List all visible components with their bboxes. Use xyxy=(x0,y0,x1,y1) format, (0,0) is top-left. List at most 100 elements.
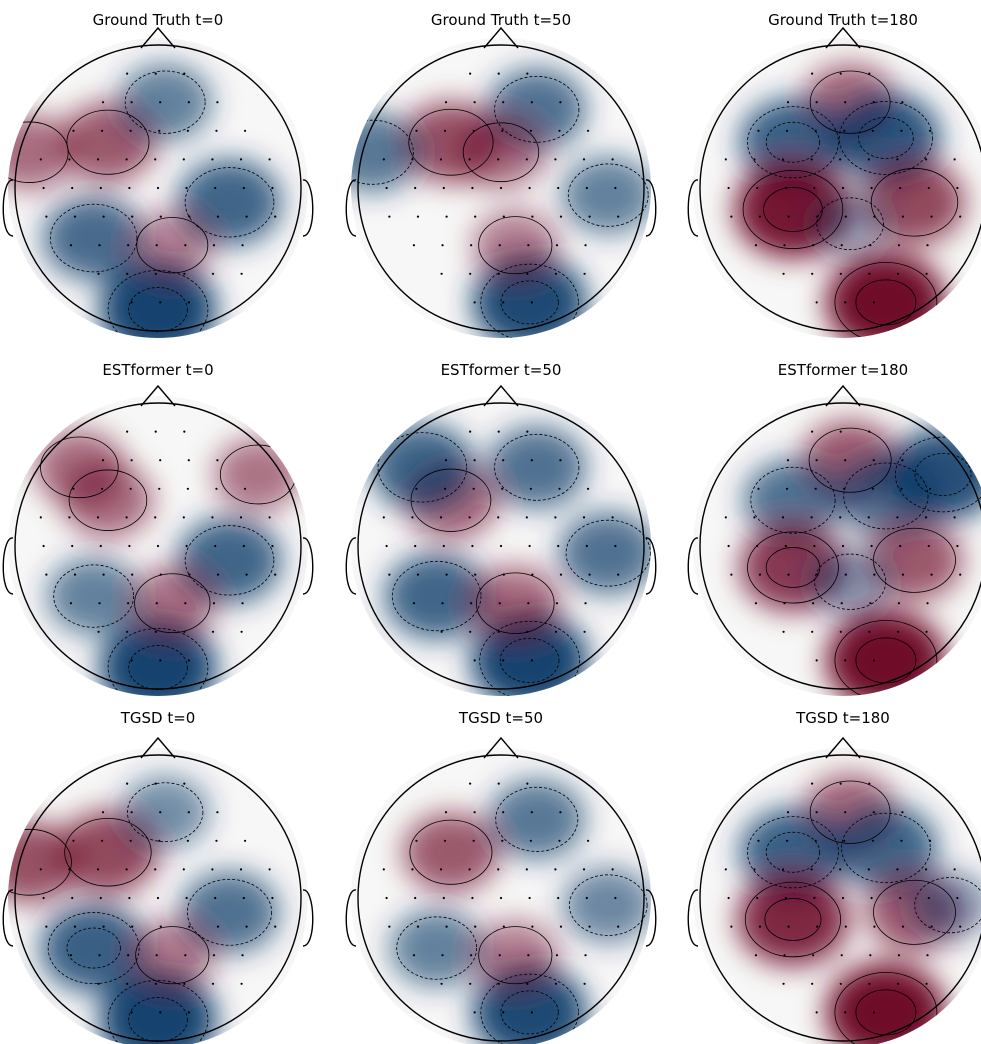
sensor-dot xyxy=(839,272,842,275)
sensor-dot xyxy=(526,982,529,985)
contour-occipital xyxy=(107,980,209,1044)
sensor-dot xyxy=(502,1011,505,1014)
nose-outline xyxy=(140,384,176,407)
sensor-dot xyxy=(868,982,871,985)
sensor-dot xyxy=(872,101,875,104)
sensor-dot xyxy=(872,659,875,662)
sensor-dot xyxy=(526,272,529,275)
sensor-dot xyxy=(756,186,759,190)
sensor-dot xyxy=(559,925,563,928)
sensor-dot xyxy=(530,459,533,462)
sensor-dot xyxy=(154,868,157,871)
sensor-dot xyxy=(782,982,785,985)
sensor-dot xyxy=(99,544,102,548)
sensor-dot xyxy=(614,186,617,190)
blob-left-central xyxy=(736,872,850,967)
sensor-dot xyxy=(388,215,391,218)
contour-right-central xyxy=(870,168,959,237)
sensor-dot xyxy=(559,573,563,576)
sensor-dot xyxy=(558,487,561,490)
sensor-dot xyxy=(554,516,557,519)
sensor-dot xyxy=(554,272,558,275)
sensor-dot xyxy=(582,868,586,871)
sensor-dot xyxy=(868,430,871,433)
sensor-dot xyxy=(840,244,843,247)
sensor-dot xyxy=(528,896,531,900)
sensor-dot xyxy=(528,544,531,548)
sensor-dot xyxy=(753,516,756,519)
sensor-dot xyxy=(129,839,132,842)
sensor-dot xyxy=(241,602,244,605)
sensor-dot xyxy=(211,516,214,519)
sensor-dot xyxy=(559,215,563,218)
sensor-dot xyxy=(844,215,847,218)
sensor-dot xyxy=(588,215,591,218)
sensor-dot xyxy=(870,544,873,548)
sensor-dot xyxy=(531,215,534,218)
sensor-dot xyxy=(758,573,762,576)
sensor-dot xyxy=(182,516,185,519)
sensor-dot xyxy=(924,158,928,161)
contour-occipital-midline xyxy=(480,263,579,338)
sensor-dot xyxy=(382,516,385,519)
contour-right-temporal xyxy=(569,874,648,936)
sensor-dot xyxy=(442,186,445,190)
sensor-dot xyxy=(872,1011,875,1014)
sensor-dot xyxy=(245,925,248,928)
sensor-dot xyxy=(388,925,391,928)
sensor-dot xyxy=(96,158,100,161)
sensor-dot xyxy=(526,72,529,75)
sensor-dot xyxy=(216,459,219,462)
sensor-dot xyxy=(274,215,277,218)
sensor-dot xyxy=(525,158,528,161)
sensor-dot xyxy=(814,129,817,132)
sensor-dot xyxy=(555,954,559,957)
sensor-dot xyxy=(530,811,533,814)
title-tgsd-t180: TGSD t=180 xyxy=(795,709,890,727)
sensor-dot xyxy=(502,811,505,814)
sensor-dot xyxy=(268,158,271,161)
sensor-dot xyxy=(586,839,590,842)
sensor-dot xyxy=(131,925,134,928)
title-ground-truth-t0: Ground Truth t=0 xyxy=(93,11,224,29)
title-estformer-t180: ESTformer t=180 xyxy=(778,361,908,379)
sensor-dot xyxy=(868,272,871,275)
sensor-dot xyxy=(925,982,928,985)
sensor-dot xyxy=(869,244,872,247)
blob-central-parietal xyxy=(472,919,559,991)
sensor-dot xyxy=(469,430,472,433)
sensor-dot xyxy=(242,544,245,548)
sensor-dot xyxy=(839,516,842,519)
sensor-dot xyxy=(469,982,472,985)
sensor-dot xyxy=(497,430,500,433)
sensor-dot xyxy=(867,516,870,519)
sensor-dot xyxy=(45,925,48,928)
sensor-dot xyxy=(585,896,588,900)
left-ear-outline xyxy=(687,179,699,237)
sensor-dot xyxy=(126,982,129,985)
contour-center xyxy=(816,197,884,251)
sensor-dot xyxy=(126,630,129,633)
sensor-dot xyxy=(185,896,188,900)
sensor-dot xyxy=(382,868,385,871)
sensor-dot xyxy=(959,215,962,218)
contour-left-frontal xyxy=(408,108,494,176)
sensor-dot xyxy=(271,896,274,900)
sensor-dot xyxy=(811,982,814,985)
sensor-dot xyxy=(411,516,414,519)
sensor-dot xyxy=(526,782,529,785)
sensor-dot xyxy=(617,925,620,928)
right-ear-outline xyxy=(302,889,314,947)
sensor-dot xyxy=(156,544,160,548)
sensor-dot xyxy=(98,602,101,605)
contour-right-central xyxy=(184,525,275,596)
sensor-dot xyxy=(45,215,48,218)
sensor-dot xyxy=(474,573,477,576)
sensor-dot xyxy=(473,659,476,662)
sensor-dot xyxy=(101,459,105,462)
sensor-dot xyxy=(897,954,901,957)
sensor-dot xyxy=(215,839,218,842)
sensor-dot xyxy=(158,487,161,490)
sensor-dot xyxy=(72,487,75,490)
sensor-dot xyxy=(468,158,471,161)
